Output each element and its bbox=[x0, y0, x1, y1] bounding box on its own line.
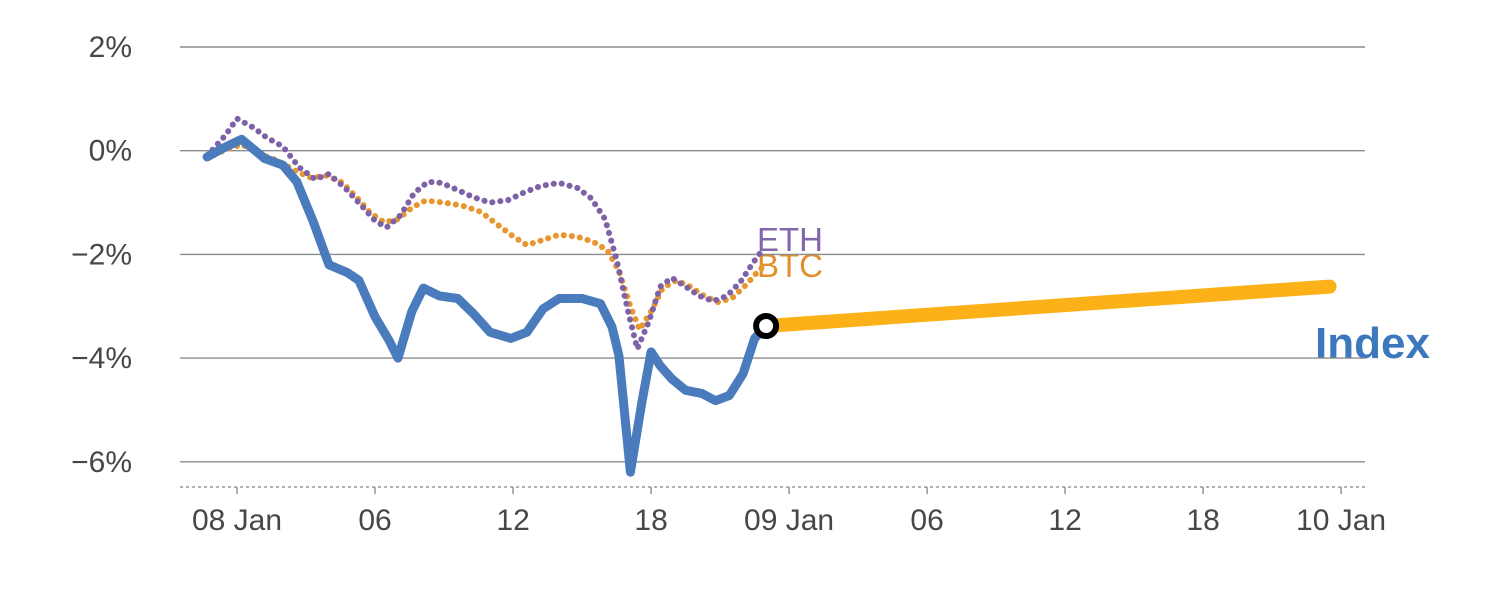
y-tick-label: −2% bbox=[71, 238, 132, 271]
x-tick-label: 10 Jan bbox=[1296, 504, 1386, 537]
x-tick-label: 06 bbox=[910, 504, 943, 537]
x-tick-label: 18 bbox=[634, 504, 667, 537]
y-tick-label: 0% bbox=[89, 135, 132, 168]
x-tick-label: 12 bbox=[1048, 504, 1081, 537]
y-tick-label: −6% bbox=[71, 446, 132, 479]
btc-series-label: BTC bbox=[757, 247, 823, 284]
x-tick-label: 12 bbox=[496, 504, 529, 537]
series-line-index bbox=[202, 134, 771, 477]
current-value-marker bbox=[753, 313, 780, 339]
x-tick-label: 08 Jan bbox=[192, 504, 282, 537]
series-line-index-forward bbox=[759, 279, 1337, 333]
x-tick-label: 09 Jan bbox=[744, 504, 834, 537]
index-series-label: Index bbox=[1315, 319, 1430, 368]
x-tick-label: 06 bbox=[358, 504, 391, 537]
x-tick-label: 18 bbox=[1186, 504, 1219, 537]
eth-series-label: ETH bbox=[757, 221, 823, 258]
y-tick-label: 2% bbox=[89, 31, 132, 64]
series-line-eth bbox=[204, 115, 767, 352]
y-tick-label: −4% bbox=[71, 342, 132, 375]
